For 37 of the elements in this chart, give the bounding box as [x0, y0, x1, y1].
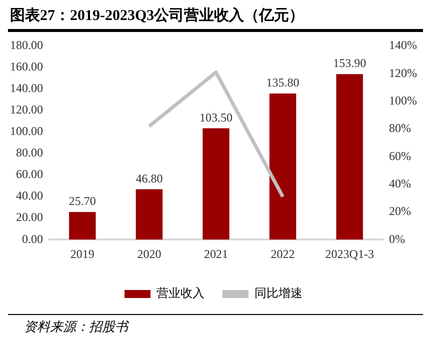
data-label: 25.70: [68, 194, 96, 208]
y-tick-label: 120.00: [10, 102, 43, 117]
y-tick-label: 60.00: [16, 167, 43, 182]
data-label: 135.80: [266, 76, 300, 90]
data-label: 153.90: [333, 56, 366, 70]
x-tick-label: 2022: [270, 246, 295, 261]
legend-label: 同比增速: [254, 286, 302, 300]
y2-tick-label: 0%: [389, 232, 406, 246]
bar: [336, 74, 363, 240]
data-label: 46.80: [136, 171, 163, 186]
y2-tick-label: 100%: [389, 93, 418, 108]
y-tick-label: 0.00: [22, 232, 43, 246]
chart-title: 图表27：2019-2023Q3公司营业收入（亿元）: [8, 0, 423, 32]
bar: [202, 128, 230, 240]
bar: [69, 212, 96, 240]
y-tick-label: 140.00: [10, 81, 43, 96]
bar: [269, 94, 296, 240]
x-tick-label: 2023Q1-3: [325, 246, 374, 261]
y2-tick-label: 40%: [389, 176, 412, 190]
y2-tick-label: 20%: [389, 204, 412, 218]
y-tick-label: 40.00: [16, 188, 43, 203]
data-label: 103.50: [200, 110, 232, 124]
y-tick-label: 100.00: [10, 124, 43, 138]
y2-tick-label: 120%: [389, 66, 418, 80]
x-tick-label: 2019: [70, 246, 94, 261]
y-tick-label: 160.00: [10, 60, 43, 74]
y2-tick-label: 60%: [389, 148, 412, 163]
x-tick-label: 2021: [204, 246, 228, 261]
text: 资料来源：招股书: [8, 314, 423, 336]
y2-tick-label: 80%: [389, 121, 412, 136]
bar: [136, 189, 163, 240]
y2-tick-label: 140%: [389, 38, 418, 52]
legend-label: 营业收入: [156, 286, 204, 300]
y-tick-label: 180.00: [10, 38, 43, 52]
x-tick-label: 2020: [137, 246, 162, 261]
y-tick-label: 20.00: [16, 210, 43, 224]
y-tick-label: 80.00: [16, 146, 43, 160]
